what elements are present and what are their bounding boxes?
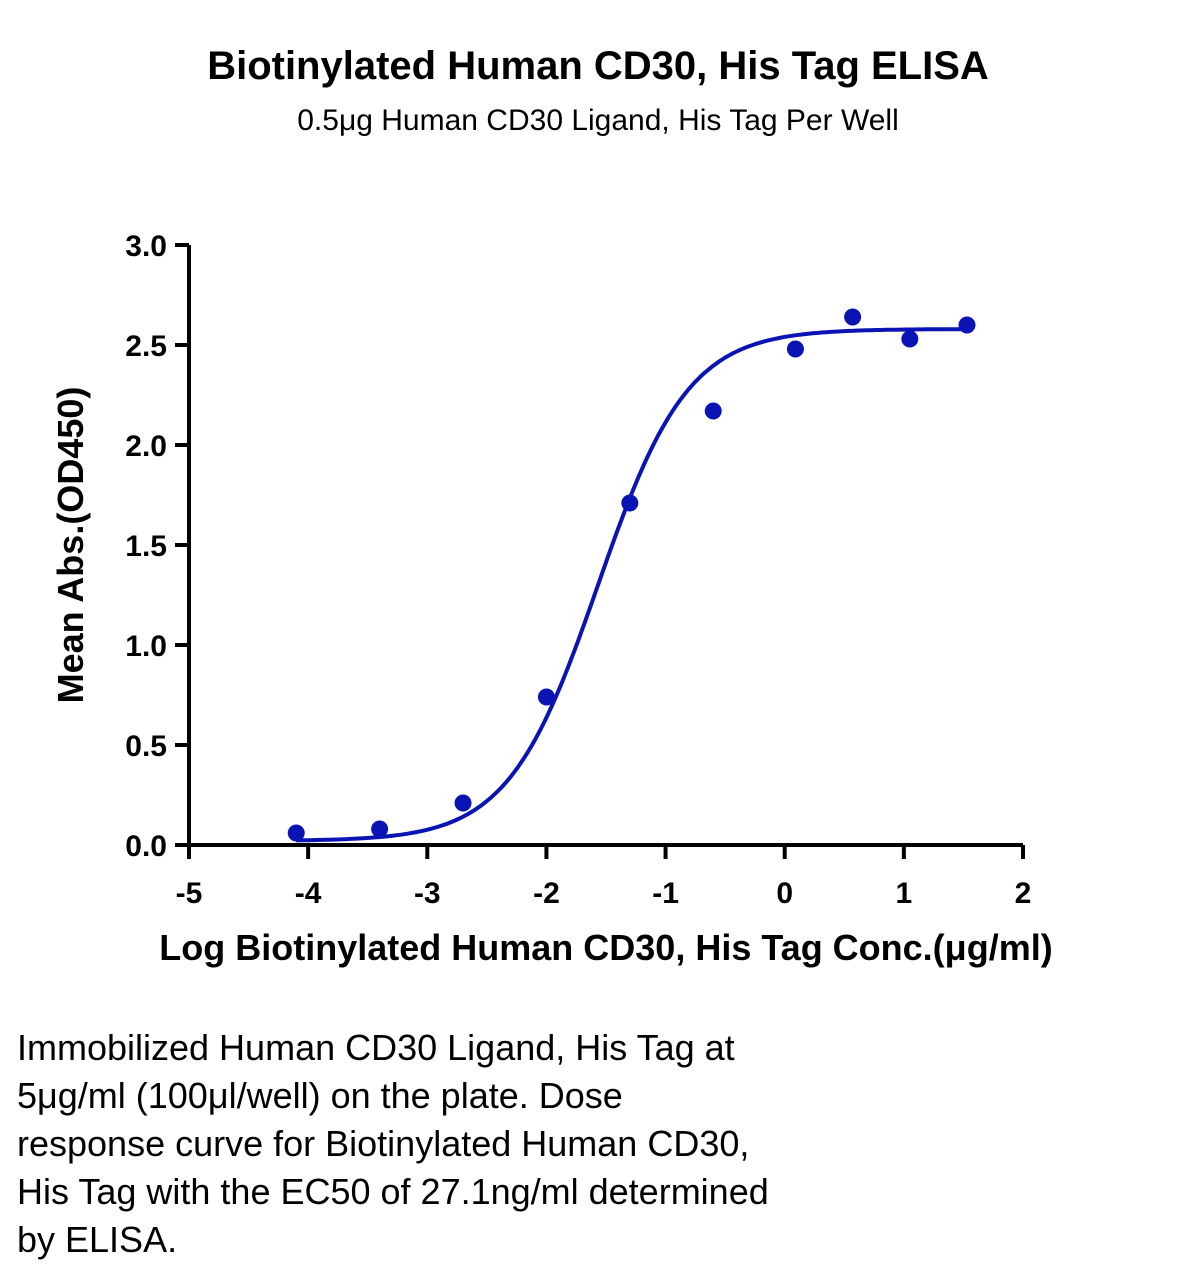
- y-tick-label: 0.5: [125, 730, 167, 763]
- data-point: [958, 316, 976, 334]
- x-tick-label: 2: [1015, 877, 1032, 910]
- data-point: [454, 794, 472, 812]
- data-point: [621, 494, 639, 512]
- x-tick-label: 0: [776, 877, 793, 910]
- data-point: [844, 308, 862, 326]
- data-point: [537, 688, 555, 706]
- y-tick-label: 3.0: [125, 230, 167, 263]
- data-point: [786, 340, 804, 358]
- x-tick-label: -1: [652, 877, 679, 910]
- y-tick-label: 2.5: [125, 330, 167, 363]
- x-tick-label: -2: [533, 877, 560, 910]
- x-axis-title: Log Biotinylated Human CD30, His Tag Con…: [159, 927, 1052, 968]
- x-tick-label: 1: [896, 877, 913, 910]
- figure-caption: Immobilized Human CD30 Ligand, His Tag a…: [17, 1027, 769, 1260]
- y-axis-title: Mean Abs.(OD450): [50, 387, 91, 704]
- y-tick-label: 1.0: [125, 630, 167, 663]
- y-tick-label: 0.0: [125, 830, 167, 863]
- y-tick-label: 2.0: [125, 430, 167, 463]
- data-point: [901, 330, 919, 348]
- chart-title: Biotinylated Human CD30, His Tag ELISA: [207, 44, 989, 88]
- y-tick-label: 1.5: [125, 530, 167, 563]
- x-tick-label: -5: [176, 877, 203, 910]
- data-point: [287, 824, 305, 842]
- chart-subtitle: 0.5μg Human CD30 Ligand, His Tag Per Wel…: [297, 104, 899, 137]
- x-tick-label: -3: [414, 877, 441, 910]
- dose-response-chart: -5 -4 -3 -2 -1 0 1 2 0.0 0.5 1.0 1.5 2.0 2.5 3.0 Log Bi…: [50, 230, 1053, 968]
- x-tick-label: -4: [295, 877, 322, 910]
- data-point: [371, 820, 389, 838]
- data-point: [704, 402, 722, 420]
- fit-curve: [296, 327, 968, 843]
